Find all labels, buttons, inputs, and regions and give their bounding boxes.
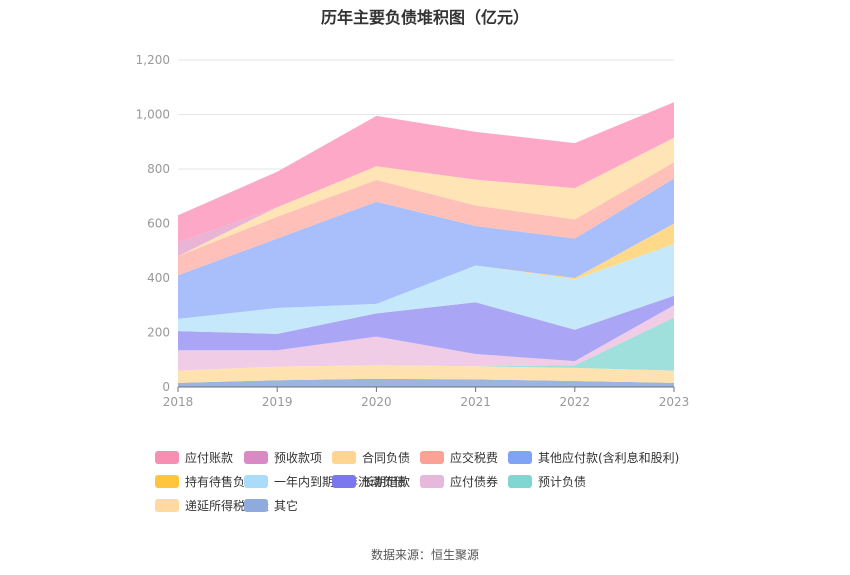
y-tick-label: 400 [147,271,170,285]
x-tick-label: 2018 [163,395,194,409]
area-series [178,102,674,243]
y-tick-label: 1,000 [136,108,170,122]
legend-item[interactable]: 合同负债 [332,448,410,466]
legend-label: 长期借款 [362,474,411,489]
area-series [178,295,674,362]
area-series [178,178,674,319]
legend-label: 合同负债 [362,450,411,465]
legend-label: 持有待售负债 [185,474,258,489]
axes: 0 200 400 600 800 1,000 1,200 2018 2019 2020 2021 2… [136,53,690,409]
legend-label: 应付账款 [185,450,234,465]
x-tick-label: 2019 [262,395,293,409]
legend-swatch [332,450,356,464]
legend-item[interactable]: 持有待售负债 [155,472,257,490]
legend-label: 其它 [274,498,299,513]
legend-item[interactable]: 其它 [244,496,298,514]
area-series [178,162,674,276]
legend-item[interactable]: 其他应付款(含利息和股利) [508,448,679,466]
stacked-areas [178,102,674,387]
legend-swatch [155,474,179,488]
legend-label: 应付债券 [450,474,499,489]
x-tick-label: 2022 [560,395,591,409]
y-tick-label: 600 [147,217,170,231]
legend-swatch [244,498,268,512]
x-tick-label: 2020 [361,395,392,409]
legend-swatch [508,450,532,464]
legend-item[interactable]: 应付债券 [420,472,498,490]
legend-item[interactable]: 预计负债 [508,472,586,490]
area-series [178,243,674,334]
legend-label: 预收款项 [274,450,323,465]
legend-swatch [420,474,444,488]
legend-item[interactable]: 长期借款 [332,472,410,490]
chart-title: 历年主要负债堆积图（亿元） [320,8,529,27]
y-tick-label: 1,200 [136,53,170,67]
area-series [178,305,674,371]
area-series [178,317,674,371]
area-series [178,137,674,257]
x-tick-label: 2023 [659,395,690,409]
legend-label: 其他应付款(含利息和股利) [538,450,680,465]
legend-swatch [332,474,356,488]
legend-item[interactable]: 应交税费 [420,448,498,466]
legend-swatch [155,498,179,512]
legend-item[interactable]: 应付账款 [155,448,233,466]
legend-swatch [244,474,268,488]
data-source-note: 数据来源：恒生聚源 [370,548,479,562]
legend-swatch [155,450,179,464]
y-tick-label: 0 [162,380,170,394]
y-tick-label: 800 [147,162,170,176]
legend-swatch [420,450,444,464]
legend-swatch [508,474,532,488]
area-series [178,365,674,383]
legend-swatch [244,450,268,464]
x-tick-label: 2021 [460,395,491,409]
area-series [178,378,674,387]
chart-plot: 0 200 400 600 800 1,000 1,200 2018 2019 2020 2021 2… [136,53,690,409]
y-tick-label: 200 [147,326,170,340]
legend-label: 预计负债 [538,474,587,489]
legend-label: 应交税费 [450,450,499,465]
legend-item[interactable]: 预收款项 [244,448,322,466]
